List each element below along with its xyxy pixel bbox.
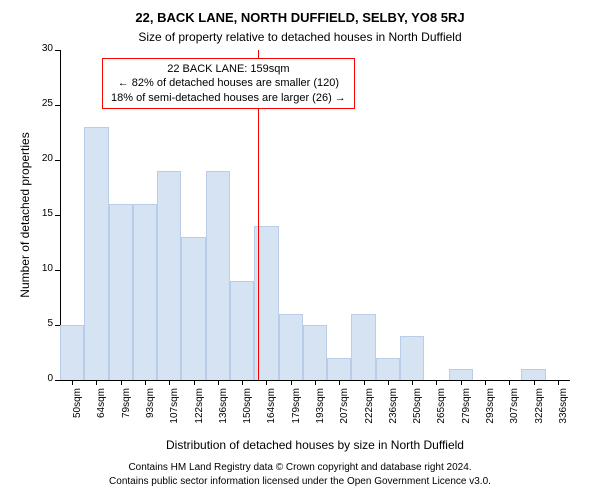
histogram-bar (133, 204, 157, 380)
x-tick (339, 380, 340, 385)
x-tick-label: 136sqm (218, 388, 229, 438)
x-tick (485, 380, 486, 385)
x-tick (364, 380, 365, 385)
footer-line2: Contains public sector information licen… (0, 476, 600, 487)
x-tick (558, 380, 559, 385)
histogram-bar (449, 369, 473, 380)
x-tick-label: 207sqm (339, 388, 350, 438)
chart-title-main: 22, BACK LANE, NORTH DUFFIELD, SELBY, YO… (0, 10, 600, 25)
x-tick-label: 64sqm (96, 388, 107, 438)
x-tick-label: 236sqm (388, 388, 399, 438)
annotation-line3: 18% of semi-detached houses are larger (… (111, 91, 346, 105)
x-tick-label: 322sqm (534, 388, 545, 438)
annotation-line2: ← 82% of detached houses are smaller (12… (111, 76, 346, 90)
y-tick (55, 270, 60, 271)
x-tick-label: 79sqm (121, 388, 132, 438)
x-tick (315, 380, 316, 385)
x-tick-label: 336sqm (558, 388, 569, 438)
x-tick (121, 380, 122, 385)
x-axis-label: Distribution of detached houses by size … (60, 438, 570, 452)
x-tick-label: 150sqm (242, 388, 253, 438)
x-tick (72, 380, 73, 385)
y-axis-label: Number of detached properties (18, 50, 32, 380)
y-tick (55, 50, 60, 51)
y-tick (55, 160, 60, 161)
x-tick (534, 380, 535, 385)
histogram-bar (303, 325, 327, 380)
x-tick (291, 380, 292, 385)
histogram-bar (84, 127, 108, 380)
histogram-bar (327, 358, 351, 380)
histogram-bar (279, 314, 303, 380)
x-tick-label: 193sqm (315, 388, 326, 438)
histogram-bar (351, 314, 375, 380)
histogram-bar (109, 204, 133, 380)
annotation-box: 22 BACK LANE: 159sqm ← 82% of detached h… (102, 58, 355, 109)
x-tick (169, 380, 170, 385)
x-tick-label: 265sqm (436, 388, 447, 438)
y-tick (55, 105, 60, 106)
x-tick-label: 250sqm (412, 388, 423, 438)
annotation-line1: 22 BACK LANE: 159sqm (111, 62, 346, 76)
histogram-bar (60, 325, 84, 380)
x-tick-label: 107sqm (169, 388, 180, 438)
x-tick-label: 50sqm (72, 388, 83, 438)
x-tick-label: 179sqm (291, 388, 302, 438)
histogram-bar (181, 237, 205, 380)
histogram-bar (376, 358, 400, 380)
x-tick-label: 293sqm (485, 388, 496, 438)
x-tick (194, 380, 195, 385)
x-tick (436, 380, 437, 385)
x-tick-label: 164sqm (266, 388, 277, 438)
footer-line1: Contains HM Land Registry data © Crown c… (0, 462, 600, 473)
histogram-bar (206, 171, 230, 380)
x-tick (96, 380, 97, 385)
x-tick (242, 380, 243, 385)
x-tick (388, 380, 389, 385)
x-tick (218, 380, 219, 385)
x-tick (509, 380, 510, 385)
histogram-bar (400, 336, 424, 380)
x-tick (266, 380, 267, 385)
histogram-bar (157, 171, 181, 380)
x-tick-label: 279sqm (461, 388, 472, 438)
x-tick-label: 307sqm (509, 388, 520, 438)
x-tick (461, 380, 462, 385)
chart-title-sub: Size of property relative to detached ho… (0, 30, 600, 44)
x-tick-label: 122sqm (194, 388, 205, 438)
y-tick (55, 215, 60, 216)
histogram-bar (521, 369, 545, 380)
histogram-bar (230, 281, 254, 380)
x-tick-label: 222sqm (364, 388, 375, 438)
y-tick (55, 380, 60, 381)
x-tick (412, 380, 413, 385)
x-tick-label: 93sqm (145, 388, 156, 438)
x-tick (145, 380, 146, 385)
chart-container: 22, BACK LANE, NORTH DUFFIELD, SELBY, YO… (0, 0, 600, 500)
